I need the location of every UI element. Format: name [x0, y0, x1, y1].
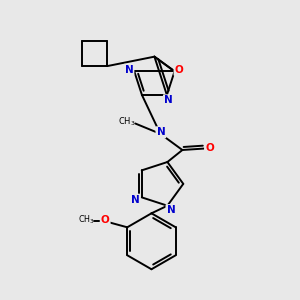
- Text: O: O: [205, 143, 214, 153]
- Text: N: N: [164, 95, 173, 105]
- Text: CH$_3$: CH$_3$: [78, 214, 94, 226]
- Text: N: N: [167, 205, 175, 215]
- Text: N: N: [157, 127, 165, 137]
- Text: N: N: [131, 195, 140, 205]
- Text: CH$_3$: CH$_3$: [118, 116, 136, 128]
- Text: N: N: [124, 65, 133, 75]
- Text: O: O: [101, 215, 110, 225]
- Text: O: O: [175, 65, 183, 75]
